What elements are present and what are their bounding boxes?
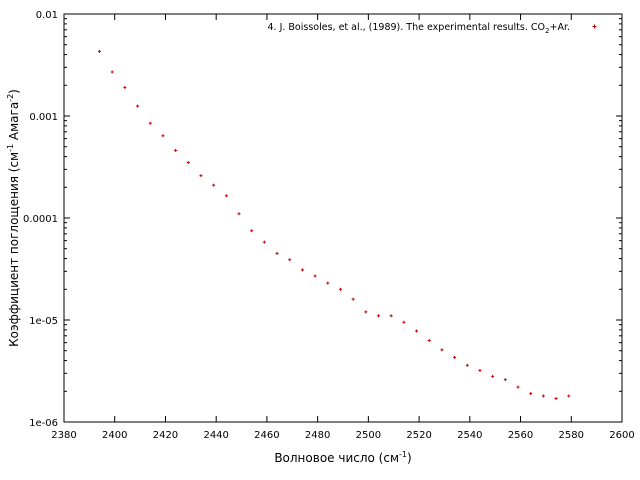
data-point [123,86,127,90]
data-point [212,183,216,187]
x-tick-label: 2440 [203,430,228,441]
data-point [567,394,571,398]
y-axis-title-mid: Амага [7,102,21,144]
data-point [427,338,431,342]
data-point [529,392,533,396]
data-point [174,148,178,152]
data-point [415,329,419,333]
data-point [440,348,444,352]
data-point [300,268,304,272]
x-tick: 2480 [305,14,330,441]
ticks-layer: 2380 2400 2420 2440 2460 2480 2500 2520 2540 2560… [23,10,635,441]
y-tick-label: 0.001 [29,112,58,123]
x-axis-title-tail: ) [407,451,412,465]
data-point [478,368,482,372]
x-tick-label: 2460 [254,430,279,441]
data-point [503,378,507,382]
y-tick-label: 0.01 [36,10,58,21]
data-point [148,121,152,125]
data-point [110,70,114,74]
y-tick-label: 1e-05 [29,316,58,327]
x-axis-title-sup: -1 [399,450,407,459]
x-tick: 2540 [457,14,483,441]
x-tick: 2460 [254,14,280,441]
data-point [275,251,279,255]
x-axis-title: Волновое число (см-1) [274,450,411,465]
data-point [288,258,292,262]
data-point [516,385,520,389]
x-tick: 2520 [406,14,432,441]
data-point [465,363,469,367]
data-point [554,396,558,400]
data-point [237,212,241,216]
y-tick: 0.001 [29,112,622,123]
data-point [186,161,190,165]
legend-label-post: +Ar. [549,22,570,33]
x-tick-label: 2580 [559,430,584,441]
data-point [351,297,355,301]
data-point [98,49,102,53]
y-tick-label: 1e-06 [29,418,58,429]
plot-frame [63,13,623,423]
y-axis-title-sup1: -1 [6,144,15,152]
data-point [262,240,266,244]
data-point [389,314,393,318]
x-tick-label: 2560 [508,430,533,441]
legend: 4. J. Boissoles, et al., (1989). The exp… [267,22,597,35]
legend-label-sub: 2 [545,27,549,35]
x-tick-label: 2520 [406,430,431,441]
x-tick: 2400 [102,14,127,441]
x-tick: 2420 [153,14,178,441]
data-point [199,174,203,178]
y-tick: 0.0001 [23,214,622,225]
data-point [491,374,495,378]
y-axis-title-base: Коэффициент поглощения (см [7,152,21,347]
y-axis-title: Коэффициент поглощения (см-1 Амага-2) [6,89,21,347]
data-point [541,394,545,398]
x-tick: 2440 [203,14,229,441]
data-point [453,355,457,359]
x-tick: 2500 [356,14,381,441]
x-tick-label: 2500 [356,430,381,441]
x-tick-label: 2540 [457,430,482,441]
y-axis-title-sup2: -2 [6,94,15,102]
data-point [326,281,330,285]
y-tick-label: 0.0001 [23,214,58,225]
data-point [250,229,254,233]
x-tick-label: 2600 [609,430,634,441]
legend-label-pre: 4. J. Boissoles, et al., (1989). The exp… [267,22,545,33]
x-axis-title-base: Волновое число (см [274,451,399,465]
x-tick-label: 2400 [102,430,127,441]
data-point [313,274,317,278]
x-tick-label: 2420 [153,430,178,441]
data-point [161,134,165,138]
data-points-layer [98,49,571,400]
data-point [377,314,381,318]
legend-marker [592,24,597,29]
data-point [364,310,368,314]
data-point [338,287,342,291]
x-tick: 2560 [508,14,533,441]
legend-entry-label: 4. J. Boissoles, et al., (1989). The exp… [267,22,570,35]
y-axis-title-tail: ) [7,89,21,94]
x-tick-label: 2480 [305,430,330,441]
data-point [224,194,228,198]
y-tick: 1e-05 [29,316,622,327]
x-tick-label: 2380 [51,430,76,441]
data-point [402,320,406,324]
x-tick: 2580 [559,14,584,441]
data-point [136,104,140,108]
